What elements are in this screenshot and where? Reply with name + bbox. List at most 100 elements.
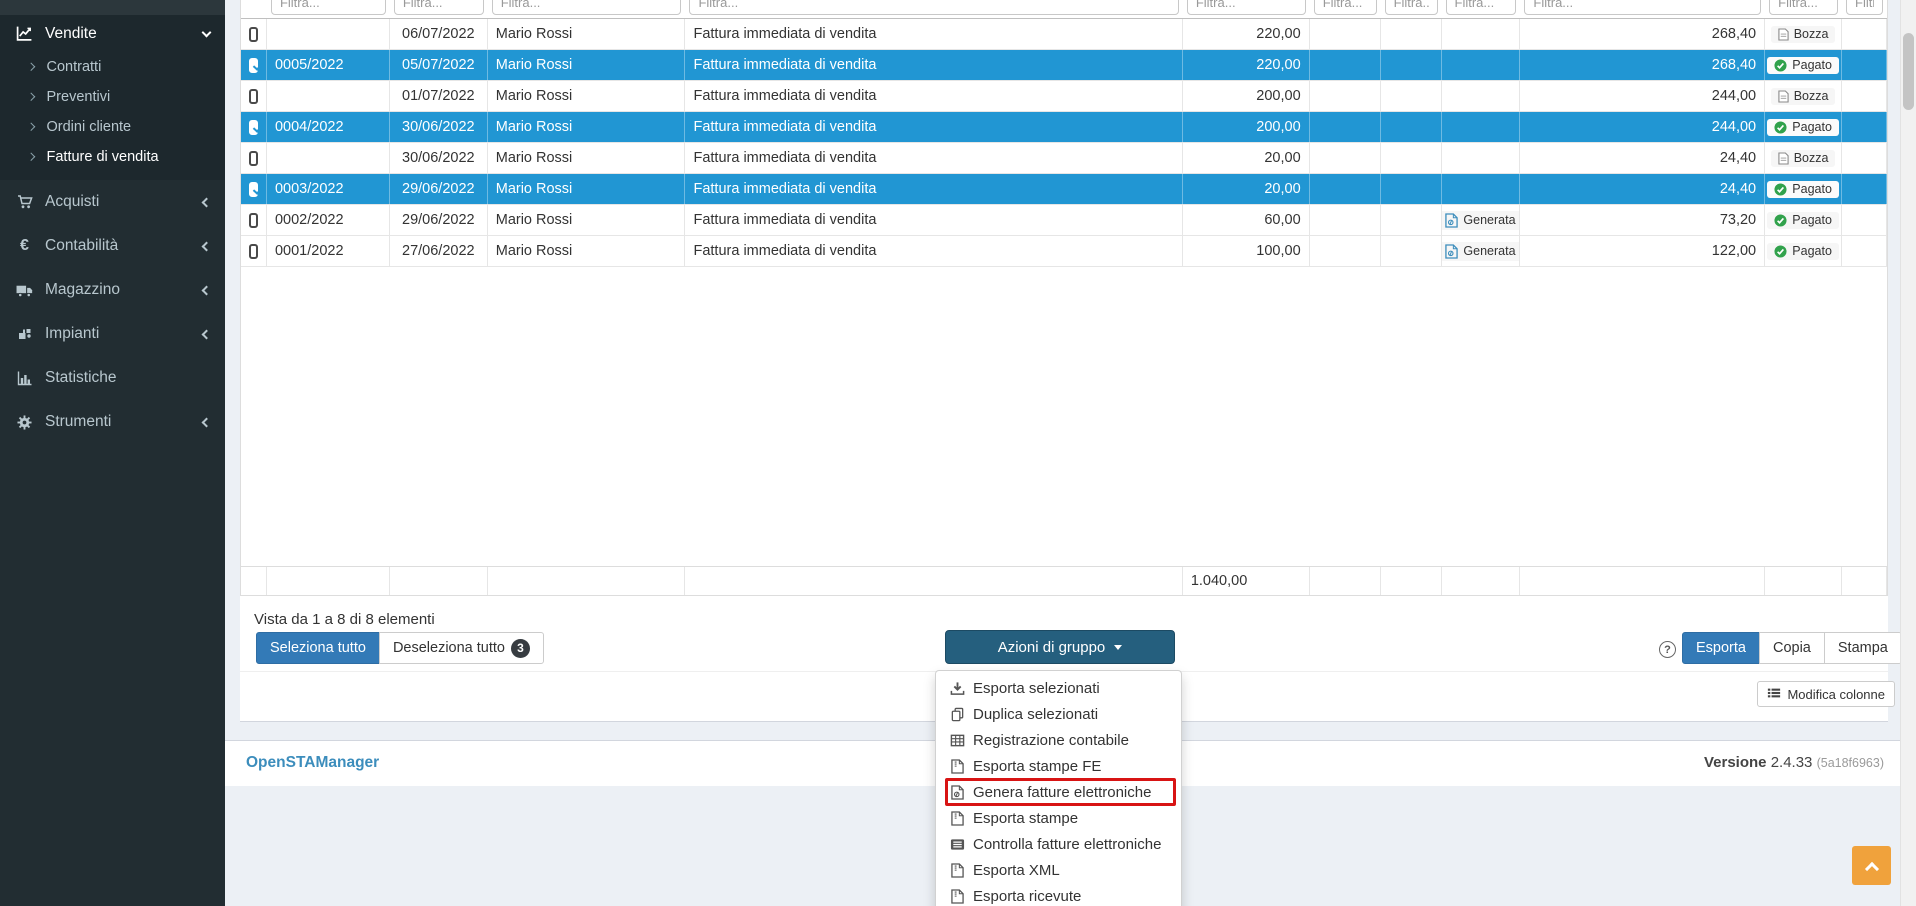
sidebar-item-contratti[interactable]: Contratti [0, 52, 225, 82]
cell-total: 73,20 [1520, 205, 1766, 235]
group-actions-button[interactable]: Azioni di gruppo [945, 630, 1175, 664]
row-checkbox[interactable] [249, 150, 258, 166]
sidebar-item-magazzino[interactable]: Magazzino [0, 268, 225, 312]
filter-input-col4[interactable] [689, 0, 1179, 15]
menu-item-controlla-fatture-elettroniche[interactable]: Controlla fatture elettroniche [936, 831, 1181, 857]
filter-cell-9 [1520, 0, 1765, 18]
row-checkbox[interactable] [249, 26, 258, 42]
table-row[interactable]: 0002/2022 29/06/2022 Mario Rossi Fattura im… [241, 205, 1888, 236]
filter-input-col1[interactable] [270, 0, 386, 15]
scrollbar-thumb[interactable] [1903, 33, 1914, 110]
table-row[interactable]: 06/07/2022 Mario Rossi Fattura immediata d… [241, 19, 1888, 50]
table-row[interactable]: 0005/2022 05/07/2022 Mario Rossi Fattura im… [241, 50, 1888, 81]
sidebar-item-vendite[interactable]: Vendite [0, 15, 225, 52]
cell-total: 244,00 [1520, 112, 1766, 142]
file-archive-icon [949, 810, 965, 826]
modify-columns-button[interactable]: Modifica colonne [1757, 681, 1895, 707]
copy-button[interactable]: Copia [1758, 632, 1825, 664]
filter-input-col11[interactable] [1846, 0, 1883, 15]
row-checkbox[interactable] [249, 88, 258, 104]
row-checkbox[interactable] [249, 57, 258, 73]
filter-cell-5 [1183, 0, 1310, 18]
scroll-to-top-button[interactable] [1852, 846, 1891, 885]
filter-input-col7[interactable] [1384, 0, 1438, 15]
table-row[interactable]: 0004/2022 30/06/2022 Mario Rossi Fattura im… [241, 112, 1888, 143]
filter-input-col8[interactable] [1445, 0, 1517, 15]
select-all-button[interactable]: Seleziona tutto [256, 632, 380, 664]
list-alt-icon [949, 837, 965, 852]
sidebar-item-preventivi[interactable]: Preventivi [0, 82, 225, 112]
menu-item-esporta-ricevute[interactable]: Esporta ricevute [936, 883, 1181, 906]
table-row[interactable]: 30/06/2022 Mario Rossi Fattura immediata d… [241, 143, 1888, 174]
cell-empty [1842, 19, 1888, 49]
sidebar-item-strumenti[interactable]: Strumenti [0, 400, 225, 444]
footer-cell-11 [1842, 567, 1888, 595]
row-checkbox[interactable] [249, 212, 258, 228]
cell-empty [1842, 112, 1888, 142]
cell-checkbox [241, 174, 267, 204]
sidebar-item-contabilit[interactable]: € Contabilità [0, 224, 225, 268]
filter-input-col9[interactable] [1524, 0, 1762, 15]
sidebar-item-fatture-di-vendita[interactable]: Fatture di vendita [0, 142, 225, 172]
table-row[interactable]: 0001/2022 27/06/2022 Mario Rossi Fattura im… [241, 236, 1888, 267]
table-row[interactable]: 01/07/2022 Mario Rossi Fattura immediata d… [241, 81, 1888, 112]
sidebar-item-statistiche[interactable]: Statistiche [0, 356, 225, 400]
menu-item-genera-fatture-elettroniche[interactable]: Genera fatture elettroniche [936, 778, 1181, 806]
export-button[interactable]: Esporta [1682, 632, 1760, 664]
cell-description: Fattura immediata di vendita [685, 174, 1183, 204]
menu-item-esporta-stampe-fe[interactable]: Esporta stampe FE [936, 753, 1181, 779]
sidebar-top-strip [0, 0, 225, 15]
check-circle-icon [1774, 213, 1787, 227]
page-scrollbar[interactable] [1900, 0, 1916, 906]
row-checkbox[interactable] [249, 119, 258, 135]
cell-description: Fattura immediata di vendita [685, 112, 1183, 142]
help-icon[interactable]: ? [1659, 641, 1676, 658]
menu-item-esporta-stampe[interactable]: Esporta stampe [936, 805, 1181, 831]
bozza-badge: Bozza [1770, 87, 1836, 105]
cell-empty [1310, 81, 1381, 111]
table-filter-row [241, 0, 1887, 19]
cell-empty [1381, 174, 1442, 204]
cell-taxable: 220,00 [1183, 19, 1310, 49]
cell-empty [1381, 236, 1442, 266]
menu-item-duplica-selezionati[interactable]: Duplica selezionati [936, 701, 1181, 727]
cell-total: 268,40 [1520, 50, 1766, 80]
menu-item-esporta-xml[interactable]: Esporta XML [936, 857, 1181, 883]
deselect-all-button[interactable]: Deseleziona tutto 3 [378, 632, 544, 664]
footer-cell-8 [1442, 567, 1521, 595]
cell-date: 27/06/2022 [390, 236, 488, 266]
cell-empty [1842, 205, 1888, 235]
file-code-icon [1445, 243, 1459, 259]
filter-cell-0 [241, 0, 267, 18]
sidebar-item-impianti[interactable]: Impianti [0, 312, 225, 356]
cell-empty [1381, 19, 1442, 49]
menu-item-esporta-selezionati[interactable]: Esporta selezionati [936, 675, 1181, 701]
filter-input-col6[interactable] [1313, 0, 1377, 15]
cell-taxable: 200,00 [1183, 81, 1310, 111]
chevron-right-icon [26, 153, 35, 161]
cell-empty [1310, 205, 1381, 235]
filter-input-col2[interactable] [393, 0, 484, 15]
sidebar-item-ordini-cliente[interactable]: Ordini cliente [0, 112, 225, 142]
sidebar-item-acquisti[interactable]: Acquisti [0, 180, 225, 224]
file-code-icon [1445, 212, 1459, 228]
print-button[interactable]: Stampa [1823, 632, 1902, 664]
menu-item-registrazione-contabile[interactable]: Registrazione contabile [936, 727, 1181, 753]
cell-date: 30/06/2022 [390, 112, 488, 142]
generata-badge: Generata [1441, 241, 1520, 261]
filter-cell-8 [1442, 0, 1521, 18]
table-empty-area [241, 267, 1887, 566]
sidebar-section-vendite: Vendite Contratti Preventivi Ordini cliente… [0, 15, 225, 180]
row-checkbox[interactable] [249, 181, 258, 197]
cell-taxable: 220,00 [1183, 50, 1310, 80]
export-button-group: Esporta Copia Stampa [1682, 632, 1902, 664]
cell-taxable: 100,00 [1183, 236, 1310, 266]
filter-input-col5[interactable] [1186, 0, 1306, 15]
brand-link[interactable]: OpenSTAManager [246, 754, 380, 771]
filter-input-col3[interactable] [491, 0, 682, 15]
selected-count-badge: 3 [510, 638, 530, 658]
file-archive-icon [949, 888, 965, 904]
row-checkbox[interactable] [249, 243, 258, 259]
table-row[interactable]: 0003/2022 29/06/2022 Mario Rossi Fattura im… [241, 174, 1888, 205]
filter-input-col10[interactable] [1769, 0, 1839, 15]
